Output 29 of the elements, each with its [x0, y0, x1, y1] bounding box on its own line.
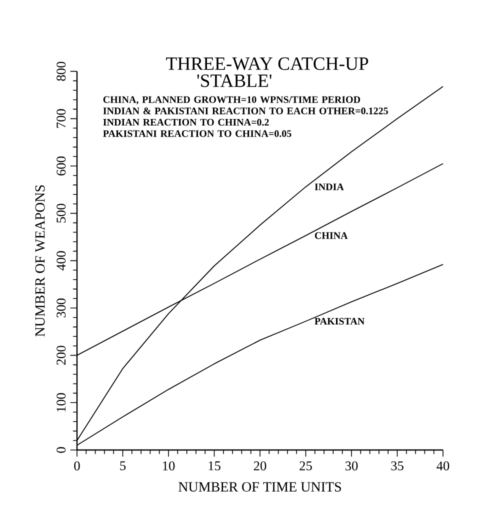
y-tick-label: 0 [56, 447, 66, 453]
chart-title: THREE-WAY CATCH-UP [166, 57, 368, 70]
y-tick-label: 400 [56, 251, 66, 270]
y-axis-title: NUMBER OF WEAPONS [35, 185, 45, 336]
annotation: CHINA, PLANNED GROWTH=10 WPNS/TIME PERIOD [103, 96, 360, 104]
y-tick-label: 500 [56, 204, 66, 223]
y-tick-label: 200 [56, 346, 66, 365]
chart-subtitle: 'STABLE' [197, 74, 272, 88]
x-tick-label: 5 [120, 461, 126, 470]
x-tick-label: 15 [208, 461, 220, 470]
x-tick-label: 25 [300, 461, 312, 470]
x-tick-label: 35 [391, 461, 404, 470]
annotation: PAKISTANI REACTION TO CHINA=0.05 [103, 130, 292, 138]
series-label: CHINA [314, 232, 348, 239]
y-tick-label: 600 [56, 156, 66, 176]
y-tick-label: 300 [56, 298, 66, 318]
y-tick-label: 800 [56, 62, 66, 81]
annotation: INDIAN REACTION TO CHINA=0.2 [103, 118, 269, 126]
x-tick-label: 0 [74, 461, 80, 470]
annotation: INDIAN & PAKISTANI REACTION TO EACH OTHER=0.1225 [103, 108, 388, 114]
y-tick-label: 100 [56, 393, 66, 412]
x-axis-title: NUMBER OF TIME UNITS [178, 482, 341, 492]
x-tick-label: 30 [345, 461, 358, 470]
series-label: PAKISTAN [314, 318, 365, 325]
x-tick-label: 10 [163, 461, 175, 470]
x-tick-label: 20 [254, 461, 266, 470]
x-tick-label: 40 [436, 461, 450, 470]
y-tick-label: 700 [56, 109, 66, 128]
series-label: INDIA [314, 184, 344, 190]
